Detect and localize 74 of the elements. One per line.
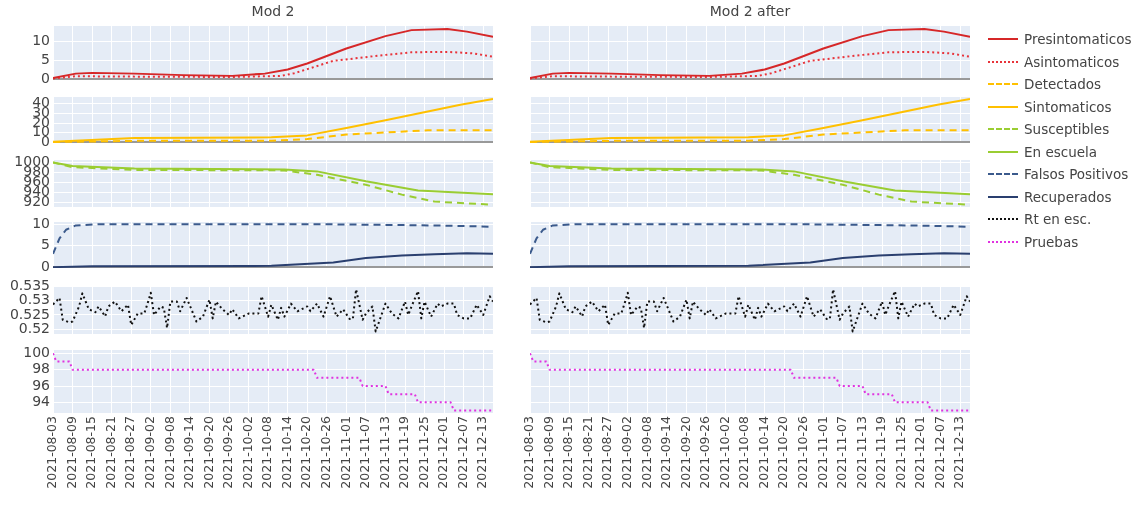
x-tick-label: 2021-12-13 xyxy=(474,416,490,489)
x-tick-label: 2021-08-15 xyxy=(83,416,99,489)
x-tick-label: 2021-09-02 xyxy=(142,416,158,489)
x-tick-label: 2021-09-14 xyxy=(658,415,674,489)
x-tick-label: 2021-08-21 xyxy=(579,416,595,489)
legend-label: Falsos Positivos xyxy=(1024,166,1129,183)
x-tick-label: 2021-11-07 xyxy=(357,416,373,489)
x-tick-label: 2021-10-20 xyxy=(775,415,791,489)
chart-title: Mod 2 after xyxy=(708,3,792,19)
x-tick-label: 2021-08-09 xyxy=(540,415,556,489)
y-tick-label: 0.52 xyxy=(18,319,50,336)
x-tick-label: 2021-11-19 xyxy=(873,415,889,489)
legend-label: Susceptibles xyxy=(1024,121,1110,138)
legend-label: En escuela xyxy=(1024,143,1098,160)
x-tick-label: 2021-11-13 xyxy=(376,416,392,489)
x-tick-label: 2021-09-20 xyxy=(677,415,693,489)
x-tick-label: 2021-12-07 xyxy=(454,416,470,489)
y-tick-label: 0.535 xyxy=(9,277,50,294)
x-tick-label: 2021-09-20 xyxy=(200,415,216,489)
x-tick-label: 2021-08-03 xyxy=(44,416,60,489)
line-series xyxy=(53,288,493,333)
line-series xyxy=(53,352,493,412)
x-tick-label: 2021-08-03 xyxy=(521,416,537,489)
x-tick-label: 2021-11-07 xyxy=(834,416,850,489)
y-tick-label: 0.525 xyxy=(9,305,50,322)
y-tick-label: 0 xyxy=(41,257,50,274)
legend-label: Presintomaticos xyxy=(1024,31,1132,48)
x-tick-label: 2021-10-02 xyxy=(716,416,732,489)
x-tick-label: 2021-08-21 xyxy=(102,416,118,489)
y-tick-label: 0.53 xyxy=(18,291,50,308)
x-tick-label: 2021-10-14 xyxy=(755,415,771,489)
legend-label: Pruebas xyxy=(1024,233,1079,250)
x-tick-label: 2021-10-26 xyxy=(795,415,811,489)
x-tick-label: 2021-08-09 xyxy=(63,415,79,489)
x-tick-label: 2021-10-26 xyxy=(318,415,334,489)
y-tick-label: 10 xyxy=(32,214,50,231)
x-tick-label: 2021-08-27 xyxy=(599,416,615,489)
y-tick-label: 0 xyxy=(41,69,50,86)
x-tick-label: 2021-09-26 xyxy=(220,415,236,489)
x-tick-label: 2021-08-27 xyxy=(122,416,138,489)
x-tick-label: 2021-11-01 xyxy=(337,416,353,489)
legend-label: Rt en esc. xyxy=(1024,211,1092,228)
x-tick-label: 2021-09-08 xyxy=(161,415,177,489)
x-tick-label: 2021-11-13 xyxy=(853,416,869,489)
x-tick-label: 2021-12-13 xyxy=(951,416,967,489)
legend-label: Detectados xyxy=(1024,76,1102,93)
x-tick-label: 2021-11-25 xyxy=(892,416,908,489)
x-tick-label: 2021-10-20 xyxy=(298,415,314,489)
legend-label: Asintomaticos xyxy=(1024,53,1120,70)
x-tick-label: 2021-11-25 xyxy=(415,416,431,489)
y-tick-label: 5 xyxy=(41,236,50,253)
chart-title: Mod 2 xyxy=(250,3,296,19)
x-tick-label: 2021-12-07 xyxy=(931,416,947,489)
y-tick-label: 100 xyxy=(23,343,50,360)
y-tick-label: 10 xyxy=(32,32,50,49)
y-tick-label: 94 xyxy=(32,393,51,409)
x-tick-label: 2021-10-08 xyxy=(736,415,752,489)
x-tick-label: 2021-12-01 xyxy=(435,416,451,489)
x-tick-label: 2021-09-26 xyxy=(697,415,713,489)
legend-label: Recuperados xyxy=(1024,188,1112,205)
x-tick-label: 2021-12-01 xyxy=(912,416,928,489)
x-tick-label: 2021-09-14 xyxy=(181,415,197,489)
y-tick-label: 5 xyxy=(41,51,50,68)
x-tick-label: 2021-11-01 xyxy=(814,416,830,489)
x-tick-label: 2021-10-14 xyxy=(278,415,294,489)
x-tick-label: 2021-08-15 xyxy=(560,416,576,489)
x-tick-label: 2021-09-02 xyxy=(619,416,635,489)
x-tick-label: 2021-09-08 xyxy=(638,415,654,489)
x-tick-label: 2021-10-08 xyxy=(259,415,275,489)
legend-label: Sintomaticos xyxy=(1024,98,1112,115)
x-tick-label: 2021-10-02 xyxy=(239,416,255,489)
y-tick-label: 98 xyxy=(32,360,50,377)
x-tick-label: 2021-11-19 xyxy=(396,415,412,489)
y-tick-label: 96 xyxy=(32,376,51,393)
